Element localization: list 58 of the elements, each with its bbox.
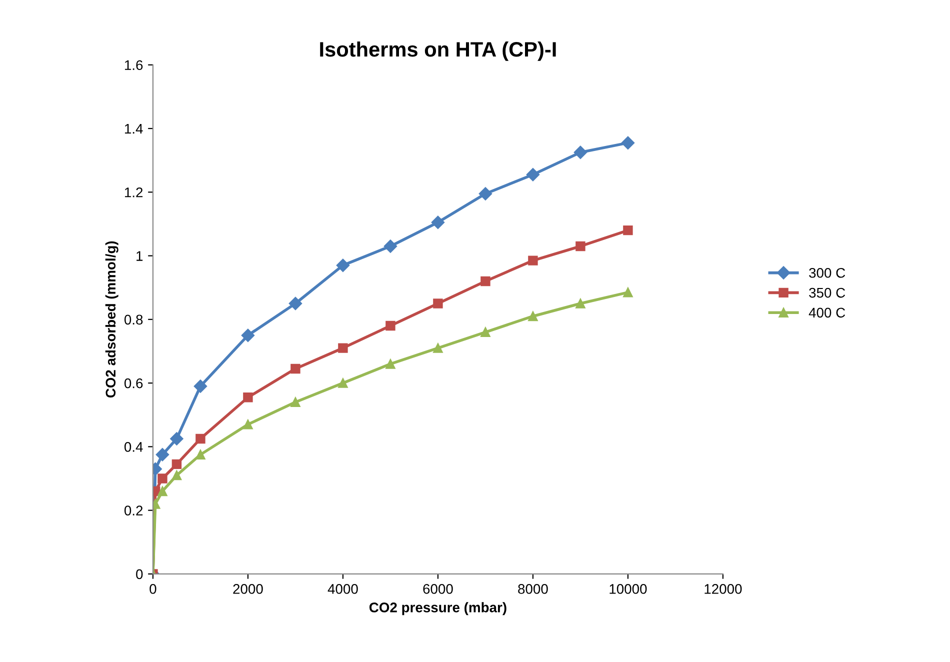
y-tick-label: 0 (136, 569, 143, 580)
legend-label: 400 C (808, 308, 846, 318)
x-tick-label: 0 (150, 584, 156, 594)
point (526, 168, 540, 182)
point (336, 258, 350, 272)
y-tick-label: 1 (136, 251, 143, 261)
point (170, 432, 184, 446)
x-tick-label: 8000 (518, 584, 548, 594)
point (290, 364, 300, 374)
y-tick-label: 1.6 (124, 60, 143, 70)
point (338, 343, 348, 353)
point (241, 328, 255, 342)
point (386, 320, 396, 331)
point (196, 434, 206, 444)
point (528, 256, 538, 266)
x-tick-label: 2000 (233, 584, 263, 594)
point (576, 241, 586, 252)
point (172, 459, 182, 470)
y-axis-title: CO2 adsorbed (mmol/g) (105, 241, 118, 398)
point (290, 397, 300, 407)
point (623, 225, 633, 236)
point (243, 392, 253, 402)
point (243, 420, 253, 430)
x-axis-title: CO2 pressure (mbar) (369, 602, 506, 616)
point (288, 296, 302, 310)
legend-label: 300 C (809, 268, 846, 278)
point (478, 187, 492, 200)
point (431, 216, 445, 229)
y-tick-label: 1.4 (124, 124, 143, 134)
y-tick-label: 0.2 (124, 506, 143, 516)
point (623, 288, 633, 298)
point (338, 378, 348, 388)
y-tick-label: 0.4 (124, 442, 143, 452)
chart-title: Isotherms on HTA (CP)-I (320, 41, 556, 61)
point (433, 298, 443, 308)
point (158, 474, 168, 484)
x-tick-label: 12000 (704, 584, 742, 594)
point (156, 448, 170, 462)
point (576, 298, 586, 308)
point (621, 136, 635, 150)
point (386, 359, 396, 369)
point (574, 146, 588, 159)
point (528, 311, 538, 322)
x-tick-label: 4000 (328, 584, 358, 594)
point (194, 380, 208, 393)
y-tick-label: 1.2 (124, 187, 143, 198)
legend-label: 350 C (809, 288, 846, 298)
x-tick-label: 6000 (423, 584, 453, 594)
y-tick-label: 0.8 (124, 314, 143, 325)
point (480, 327, 490, 338)
point (158, 486, 168, 496)
point (480, 276, 490, 286)
x-tick-label: 10000 (610, 584, 647, 594)
point (196, 450, 206, 460)
y-tick-label: 0.6 (124, 378, 143, 388)
point (172, 470, 182, 480)
point (384, 240, 398, 253)
point (433, 343, 443, 353)
